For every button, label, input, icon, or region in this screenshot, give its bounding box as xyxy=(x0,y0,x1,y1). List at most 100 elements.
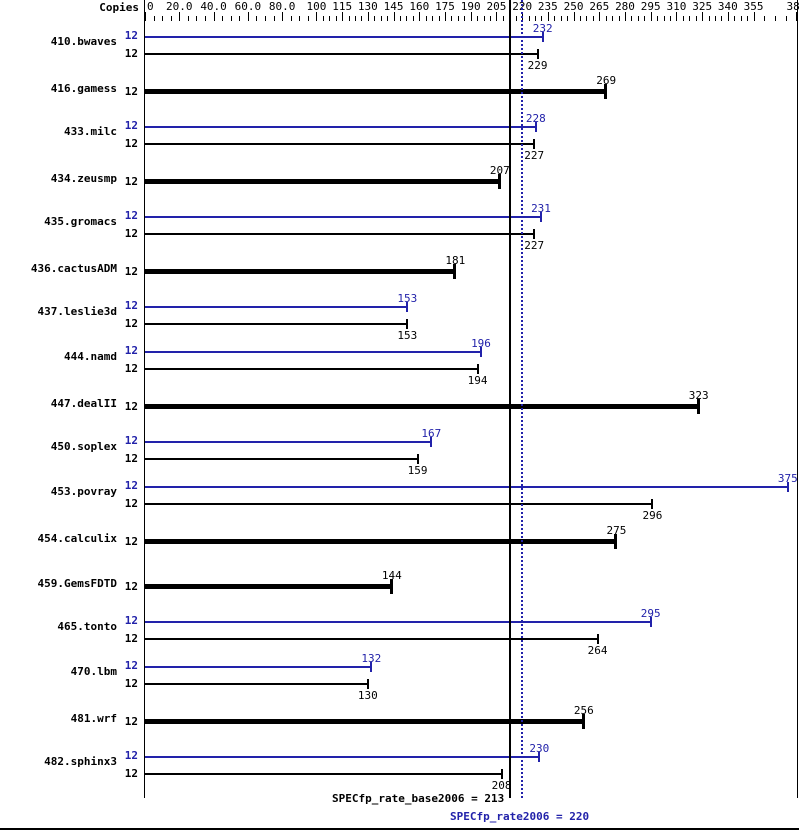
axis-tick-minor xyxy=(721,16,723,21)
axis-tick-minor xyxy=(554,16,556,21)
peak-bar xyxy=(145,666,372,668)
base-value-label: 144 xyxy=(381,569,402,582)
axis-tick-label: 310 xyxy=(666,0,687,13)
axis-tick-minor xyxy=(222,16,224,21)
base-bar-endcap xyxy=(406,319,409,329)
axis-tick-minor xyxy=(637,16,639,21)
axis-tick-minor xyxy=(170,16,172,21)
peak-bar xyxy=(145,126,536,128)
axis-tick-minor xyxy=(329,16,331,21)
axis-tick-major xyxy=(342,12,344,21)
row-axis-stub xyxy=(144,171,145,193)
axis-tick-major xyxy=(470,12,472,21)
base-value-label: 269 xyxy=(596,74,617,87)
peak-value-label: 231 xyxy=(531,202,551,215)
benchmark-name: 437.leslie3d xyxy=(37,305,117,318)
peak-bar xyxy=(145,756,540,758)
axis-tick-minor xyxy=(361,16,363,21)
base-bar-endcap xyxy=(596,634,599,644)
base-bar-endcap xyxy=(453,264,457,279)
axis-tick-major xyxy=(676,12,678,21)
axis-tick-minor xyxy=(273,16,275,21)
base-bar xyxy=(145,584,392,589)
benchmark-row: 453.povray 375 12 296 12 xyxy=(0,472,799,521)
axis-tick-major xyxy=(573,12,575,21)
axis-tick-minor xyxy=(205,16,206,21)
axis-tick-minor xyxy=(380,16,382,21)
base-bar xyxy=(145,683,368,685)
axis-tick-minor xyxy=(644,16,646,21)
peak-copies: 12 xyxy=(124,299,138,312)
base-bar xyxy=(145,143,535,145)
axis-tick-major xyxy=(419,12,421,21)
axis-tick-major xyxy=(247,12,249,21)
axis-tick-major xyxy=(547,12,549,21)
benchmark-name: 410.bwaves xyxy=(50,35,117,48)
base-bar-endcap xyxy=(500,769,503,779)
axis-tick-label: 175 xyxy=(435,0,455,13)
base-bar xyxy=(145,458,418,460)
axis-tick-minor xyxy=(490,16,491,21)
bottom-rule xyxy=(0,828,799,830)
axis-tick-minor xyxy=(528,16,530,21)
peak-copies: 12 xyxy=(124,434,138,447)
axis-tick-minor xyxy=(464,16,466,21)
axis-tick-minor xyxy=(239,16,241,21)
base-reference-line xyxy=(509,0,512,798)
base-bar xyxy=(145,773,502,775)
benchmark-row: 410.bwaves 232 12 229 12 xyxy=(0,22,799,71)
base-bar xyxy=(145,719,584,724)
axis-tick-minor xyxy=(425,16,427,21)
axis-tick-minor xyxy=(451,16,453,21)
peak-bar-endcap xyxy=(406,302,409,312)
benchmark-row: 435.gromacs 231 12 227 12 xyxy=(0,202,799,251)
axis-tick-minor xyxy=(535,16,536,21)
benchmark-name: 481.wrf xyxy=(70,712,117,725)
axis-tick-minor xyxy=(355,16,356,21)
peak-bar-endcap xyxy=(480,347,482,357)
base-copies: 12 xyxy=(124,452,138,465)
peak-value-label: 153 xyxy=(397,292,418,305)
peak-value-label: 230 xyxy=(529,742,550,755)
benchmark-name: 447.dealII xyxy=(50,397,117,410)
base-bar xyxy=(145,404,699,409)
base-bar xyxy=(145,368,478,370)
row-axis-stub xyxy=(144,435,145,465)
peak-copies: 12 xyxy=(124,479,138,492)
axis-tick-minor xyxy=(689,16,691,21)
summary-peak-label: SPECfp_rate2006 = 220 xyxy=(450,810,590,823)
base-bar-endcap xyxy=(696,399,700,414)
row-axis-stub xyxy=(144,300,145,330)
benchmark-name: 470.lbm xyxy=(70,665,117,678)
axis-tick-minor xyxy=(612,16,614,21)
base-value-label: 208 xyxy=(491,779,512,792)
axis-tick-minor xyxy=(657,16,659,21)
axis-tick-major xyxy=(702,12,704,21)
base-value-label: 227 xyxy=(524,149,545,162)
benchmark-row: 416.gamess 269 12 xyxy=(0,67,799,112)
axis-tick-minor xyxy=(290,16,292,21)
benchmark-row: 481.wrf 256 12 xyxy=(0,697,799,742)
base-value-label: 153 xyxy=(397,329,418,342)
peak-bar xyxy=(145,36,543,38)
peak-bar-endcap xyxy=(538,752,541,762)
base-copies: 12 xyxy=(124,85,138,98)
base-bar-endcap xyxy=(476,364,479,374)
axis-tick-minor xyxy=(299,16,301,21)
benchmark-name: 453.povray xyxy=(50,485,117,498)
axis-tick-major xyxy=(367,12,369,21)
axis-tick-minor xyxy=(580,16,581,21)
axis-tick-major xyxy=(145,12,146,21)
axis-tick-label: 340 xyxy=(717,0,738,13)
peak-bar xyxy=(145,351,481,353)
peak-bar-endcap xyxy=(370,662,373,672)
axis-tick-minor xyxy=(740,16,742,21)
base-value-label: 181 xyxy=(445,254,466,267)
base-copies: 12 xyxy=(124,317,138,330)
base-copies: 12 xyxy=(124,580,138,593)
row-axis-stub xyxy=(144,261,145,283)
axis-tick-minor xyxy=(265,16,266,21)
base-bar-endcap xyxy=(536,49,539,59)
peak-reference-line xyxy=(521,0,524,798)
row-axis-stub xyxy=(144,750,145,780)
